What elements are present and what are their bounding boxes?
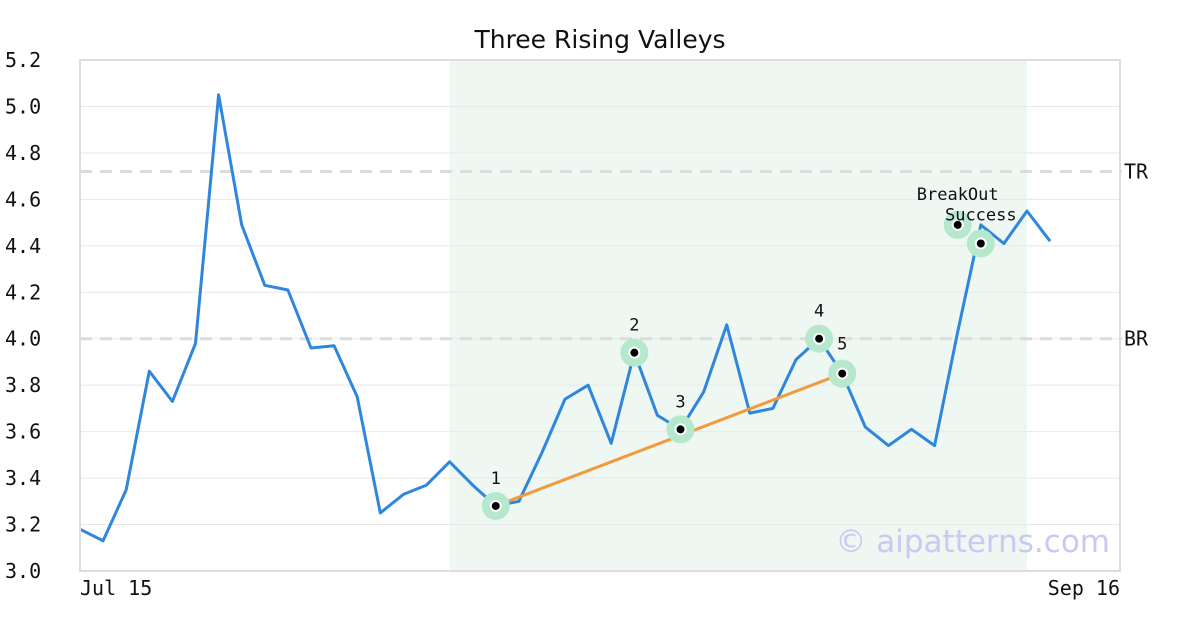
y-tick-label: 3.4 bbox=[5, 466, 41, 490]
pattern-point bbox=[838, 369, 847, 378]
y-tick-label: 3.8 bbox=[5, 373, 41, 397]
y-tick-label: 4.6 bbox=[5, 187, 41, 211]
pattern-point-label: 1 bbox=[491, 469, 501, 489]
y-tick-label: 4.2 bbox=[5, 280, 41, 304]
pattern-point bbox=[630, 348, 639, 357]
x-tick-label: Sep 16 bbox=[1048, 576, 1120, 600]
pattern-point bbox=[491, 501, 500, 510]
y-tick-label: 4.4 bbox=[5, 234, 41, 258]
y-tick-label: 3.2 bbox=[5, 513, 41, 537]
highlight-region bbox=[449, 60, 1027, 571]
price-line bbox=[79, 93, 1052, 543]
y-tick-label: 3.6 bbox=[5, 420, 41, 444]
pattern-point-label: Success bbox=[945, 205, 1017, 225]
pattern-point bbox=[815, 334, 824, 343]
pattern-point bbox=[953, 220, 962, 229]
pattern-point-label: 3 bbox=[675, 392, 685, 412]
chart-title: Three Rising Valleys bbox=[473, 25, 725, 54]
y-tick-label: 3.0 bbox=[5, 559, 41, 583]
pattern-point-label: 4 bbox=[814, 302, 824, 322]
pattern-point-label: 2 bbox=[629, 316, 639, 336]
watermark: © aipatterns.com bbox=[835, 524, 1110, 560]
reference-line-label: BR bbox=[1124, 327, 1149, 351]
reference-line-label: TR bbox=[1124, 159, 1149, 183]
trend-line bbox=[495, 372, 843, 508]
y-tick-label: 4.0 bbox=[5, 327, 41, 351]
pattern-point-label: 5 bbox=[837, 335, 847, 355]
pattern-point bbox=[976, 239, 985, 248]
pattern-point-label: BreakOut bbox=[917, 185, 999, 205]
y-tick-label: 5.0 bbox=[5, 94, 41, 118]
y-tick-label: 5.2 bbox=[5, 48, 41, 72]
x-tick-label: Jul 15 bbox=[80, 576, 152, 600]
plot-frame bbox=[79, 59, 1121, 572]
y-tick-label: 4.8 bbox=[5, 141, 41, 165]
pattern-point bbox=[676, 425, 685, 434]
